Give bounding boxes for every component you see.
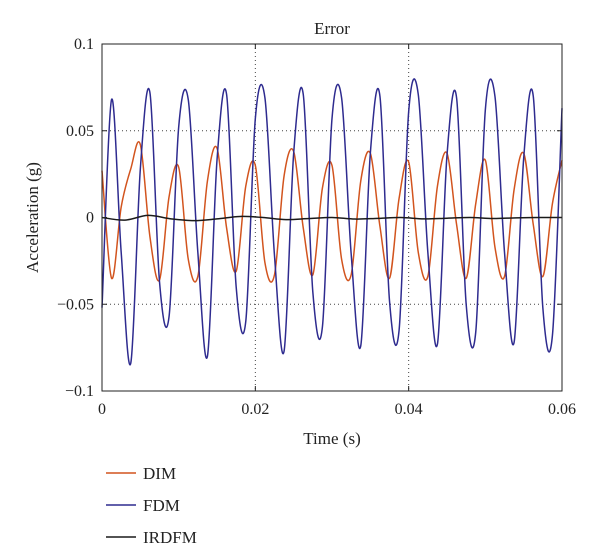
x-tick-label: 0.02 (241, 401, 269, 418)
legend: DIM FDM IRDFM (106, 464, 197, 547)
x-axis-label: Time (s) (303, 429, 360, 448)
x-tick-label: 0.06 (548, 401, 576, 418)
legend-label-irdfm: IRDFM (143, 528, 197, 547)
series-line-dim (101, 141, 563, 283)
legend-label-fdm: FDM (143, 496, 180, 515)
chart-title: Error (314, 19, 350, 38)
x-axis-ticks: 0 0.02 0.04 0.06 (98, 44, 576, 418)
y-tick-label: −0.1 (65, 383, 94, 400)
plot-series (101, 78, 563, 366)
series-line-irdfm (101, 214, 563, 222)
y-tick-label: 0.05 (66, 123, 94, 140)
y-axis-label: Acceleration (g) (23, 162, 42, 273)
x-tick-label: 0.04 (395, 401, 423, 418)
series-line-fdm (101, 78, 563, 366)
y-tick-label: 0 (86, 210, 94, 227)
legend-label-dim: DIM (143, 464, 176, 483)
x-tick-label: 0 (98, 401, 106, 418)
y-tick-label: −0.05 (57, 296, 94, 313)
y-axis-ticks: −0.1 −0.05 0 0.05 0.1 (57, 36, 562, 400)
y-tick-label: 0.1 (74, 36, 94, 53)
